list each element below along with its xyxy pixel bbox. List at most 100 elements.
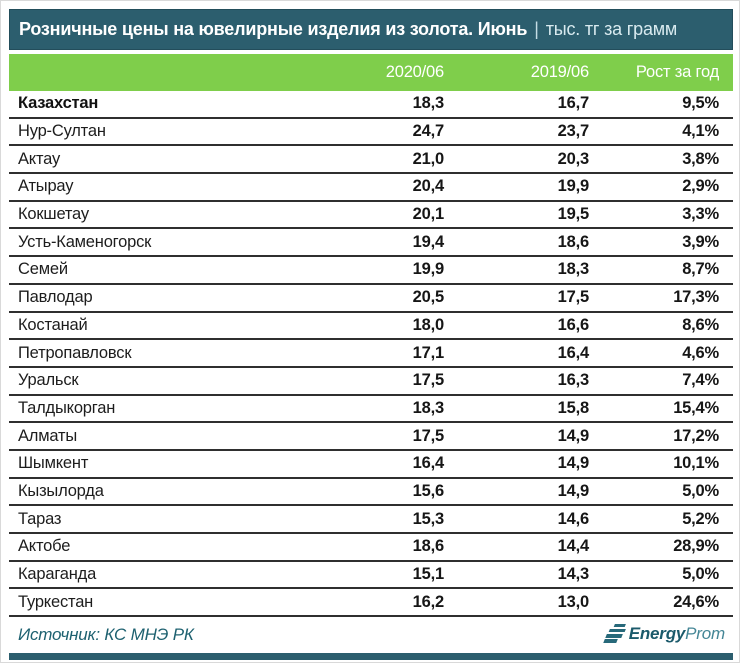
price-2020: 18,0 [412,315,445,334]
price-2020: 21,0 [412,149,445,168]
price-2019: 19,5 [557,205,590,224]
region-name: Актау [18,149,61,168]
table-row: Атырау 20,4 19,9 2,9% [9,174,733,202]
growth-value: 3,9% [682,232,719,251]
table-row: Талдыкорган 18,3 15,8 15,4% [9,396,733,424]
growth-value: 24,6% [673,592,719,611]
growth-value: 3,8% [682,149,719,168]
growth-value: 3,3% [682,205,719,224]
source-label: Источник: КС МНЭ РК [18,625,194,644]
table-row: Усть-Каменогорск 19,4 18,6 3,9% [9,229,733,258]
price-2020: 19,4 [412,232,445,251]
region-name: Нур-Султан [18,122,106,141]
region-name: Талдыкорган [18,398,116,417]
price-2020: 20,1 [412,205,445,224]
growth-value: 5,0% [682,481,719,500]
growth-value: 17,2% [673,426,719,445]
growth-value: 4,1% [682,122,719,141]
price-2020: 16,2 [412,592,445,611]
price-2019: 14,4 [557,537,590,556]
region-name: Караганда [18,565,97,584]
table-row: Костанай 18,0 16,6 8,6% [9,313,733,341]
table-row: Нур-Султан 24,7 23,7 4,1% [9,119,733,147]
growth-value: 10,1% [673,454,719,473]
region-name: Шымкент [18,454,89,473]
region-name: Кызылорда [18,481,104,500]
region-name: Павлодар [18,288,93,307]
region-name: Атырау [18,177,74,196]
page-title: Розничные цены на ювелирные изделия из з… [19,19,528,39]
region-name: Актобе [18,537,71,556]
growth-value: 17,3% [673,288,719,307]
table-row: Тараз 15,3 14,6 5,2% [9,506,733,534]
growth-value: 7,4% [682,371,719,390]
region-name: Тараз [18,509,62,528]
price-2020: 15,1 [412,565,445,584]
growth-value: 28,9% [673,537,719,556]
region-name: Петропавловск [18,343,132,362]
price-2020: 20,4 [412,177,445,196]
table-row: Павлодар 20,5 17,5 17,3% [9,285,733,313]
price-2019: 14,6 [557,509,590,528]
table-row: Кокшетау 20,1 19,5 3,3% [9,202,733,230]
header-2020-06: 2020/06 [385,63,444,81]
table-body: Казахстан 18,3 16,7 9,5% Нур-Султан 24,7 23,7 4… [9,91,733,618]
growth-value: 5,0% [682,565,719,584]
table-row: Уральск 17,5 16,3 7,4% [9,368,733,396]
region-name: Алматы [18,426,78,445]
price-2019: 14,9 [557,426,590,445]
price-2019: 15,8 [557,398,590,417]
table-row: Алматы 17,5 14,9 17,2% [9,423,733,451]
price-2020: 18,3 [412,398,445,417]
price-2020: 20,5 [412,288,445,307]
price-2020: 15,3 [412,509,445,528]
region-name: Казахстан [18,94,99,113]
price-2020: 18,6 [412,537,445,556]
growth-value: 15,4% [673,398,719,417]
region-name: Уральск [18,371,79,390]
growth-value: 9,5% [682,94,719,113]
price-2019: 20,3 [557,149,590,168]
title-unit: тыс. тг за грамм [545,19,678,39]
price-2019: 14,3 [557,565,590,584]
table-row: Туркестан 16,2 13,0 24,6% [9,589,733,618]
price-2019: 18,6 [557,232,590,251]
price-2019: 13,0 [557,592,590,611]
price-2019: 16,6 [557,315,590,334]
bottom-accent-bar [9,653,733,660]
header-2019-06: 2019/06 [530,63,589,81]
growth-value: 4,6% [682,343,719,362]
growth-value: 5,2% [682,509,719,528]
price-2019: 23,7 [557,122,590,141]
logo-text-energy: Energy [628,623,686,643]
table-row: Петропавловск 17,1 16,4 4,6% [9,340,733,368]
title-bar: Розничные цены на ювелирные изделия из з… [9,9,733,50]
table-row: Казахстан 18,3 16,7 9,5% [9,91,733,119]
table-row: Кызылорда 15,6 14,9 5,0% [9,479,733,507]
price-2020: 16,4 [412,454,445,473]
table-row: Семей 19,9 18,3 8,7% [9,257,733,285]
price-2020: 17,5 [412,426,445,445]
price-2020: 17,5 [412,371,445,390]
price-2019: 16,3 [557,371,590,390]
price-2019: 14,9 [557,454,590,473]
price-2020: 24,7 [412,122,445,141]
price-2019: 16,7 [557,94,590,113]
price-2019: 17,5 [557,288,590,307]
region-name: Костанай [18,315,88,334]
region-name: Семей [18,260,68,279]
price-2019: 19,9 [557,177,590,196]
table-row: Шымкент 16,4 14,9 10,1% [9,451,733,479]
table-header-row: 2020/06 2019/06 Рост за год [9,54,733,91]
growth-value: 8,7% [682,260,719,279]
growth-value: 8,6% [682,315,719,334]
region-name: Туркестан [18,592,94,611]
price-2019: 14,9 [557,481,590,500]
table-row: Актау 21,0 20,3 3,8% [9,146,733,175]
header-growth: Рост за год [635,63,719,81]
table-row: Актобе 18,6 14,4 28,9% [9,534,733,562]
energyprom-logo: EnergyProm [603,623,725,644]
price-2019: 16,4 [557,343,590,362]
price-2020: 19,9 [412,260,445,279]
price-2020: 15,6 [412,481,445,500]
